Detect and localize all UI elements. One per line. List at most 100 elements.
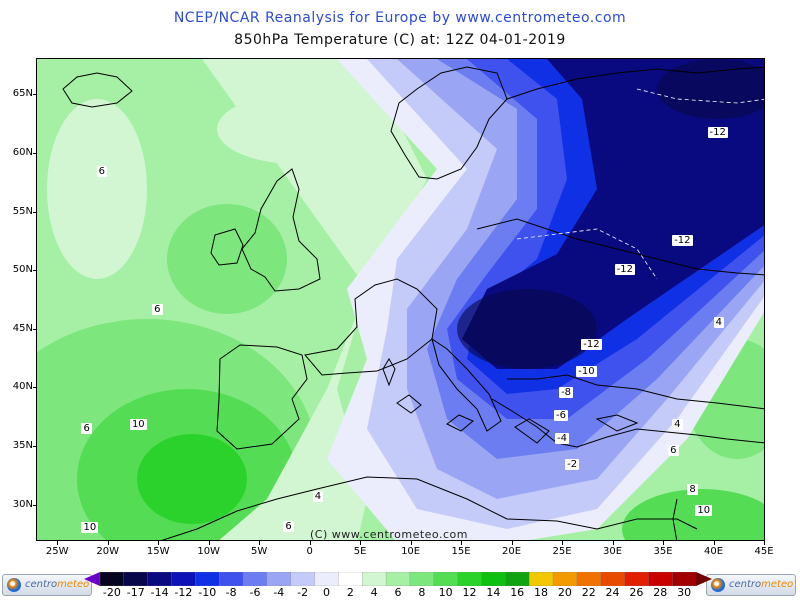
- contour-value-label: 8: [687, 483, 698, 495]
- contour-value-label: -10: [576, 366, 597, 378]
- longitude-label: 5E: [353, 546, 367, 557]
- latitude-tick: [33, 387, 37, 389]
- contour-value-label: 6: [96, 165, 107, 177]
- contour-value-label: 10: [129, 419, 147, 431]
- colorbar-label: 2: [346, 586, 354, 599]
- longitude-label: 40E: [703, 546, 724, 557]
- colorbar-label: 28: [653, 586, 668, 599]
- contour-value-label: -6: [554, 409, 569, 421]
- dashed-contours: [516, 88, 764, 280]
- centrometeo-logo-left[interactable]: centrometeo: [2, 574, 92, 596]
- latitude-label: 45N: [12, 322, 33, 334]
- contour-value-label: 4: [713, 316, 724, 328]
- longitude-tick: [511, 541, 513, 545]
- latitude-label: 55N: [12, 205, 33, 217]
- temperature-colorbar: [84, 572, 712, 586]
- latitude-label: 40N: [12, 381, 33, 393]
- latitude-tick: [33, 94, 37, 96]
- cold-region: [327, 59, 764, 540]
- longitude-tick: [208, 541, 210, 545]
- colorbar-label: 16: [510, 586, 525, 599]
- latitude-tick: [33, 328, 37, 330]
- land-coastlines: [62, 66, 764, 540]
- longitude-label: 25W: [45, 546, 69, 557]
- contour-value-label: -4: [555, 433, 570, 445]
- colorbar-label: 24: [605, 586, 620, 599]
- colorbar-label: -17: [126, 586, 145, 599]
- colorbar-label: -20: [102, 586, 121, 599]
- latitude-label: 60N: [12, 146, 33, 158]
- colorbar-low-arrow: [84, 572, 100, 586]
- colorbar-label: 20: [557, 586, 572, 599]
- logo-swirl-icon: [711, 578, 725, 592]
- longitude-label: 25E: [552, 546, 572, 557]
- contour-value-label: 4: [312, 490, 324, 502]
- colorbar-label: 18: [534, 586, 549, 599]
- longitude-tick: [158, 541, 160, 545]
- colorbar-label: -6: [249, 586, 261, 599]
- contour-value-label: -12: [581, 339, 602, 351]
- longitude-tick: [57, 541, 59, 545]
- colorbar-swatch: [99, 572, 125, 586]
- colorbar-swatch: [147, 572, 173, 586]
- contour-value-label: 6: [668, 444, 679, 456]
- colorbar-swatch: [171, 572, 197, 586]
- logo-text-accent: meteo: [761, 579, 794, 590]
- colorbar-label: 22: [581, 586, 596, 599]
- colorbar-swatch: [338, 572, 363, 586]
- colorbar-label: 4: [370, 586, 378, 599]
- copyright-text: (C) www.centrometeo.com: [310, 528, 468, 541]
- latitude-label: 35N: [12, 440, 33, 452]
- contour-value-label: 10: [81, 522, 99, 534]
- colorbar-swatch: [457, 572, 483, 586]
- contour-value-label: -12: [614, 264, 635, 276]
- temperature-map: [36, 58, 765, 541]
- contour-value-label: 10: [695, 504, 713, 516]
- centrometeo-logo-right[interactable]: centrometeo: [706, 574, 796, 596]
- longitude-label: 30E: [603, 546, 623, 557]
- longitude-label: 45E: [754, 546, 774, 557]
- longitude-tick: [713, 541, 715, 545]
- logo-swirl-icon: [7, 578, 21, 592]
- longitude-tick: [663, 541, 665, 545]
- colorbar-swatch: [290, 572, 316, 586]
- colorbar-swatch: [123, 572, 149, 586]
- colorbar-swatch: [528, 572, 554, 586]
- colorbar-high-arrow: [696, 572, 712, 586]
- longitude-tick: [461, 541, 463, 545]
- logo-text: centro: [729, 579, 762, 590]
- longitude-label: 10E: [401, 546, 421, 557]
- mild-region: [47, 59, 427, 540]
- longitude-tick: [259, 541, 261, 545]
- colorbar-label: 12: [462, 586, 477, 599]
- colorbar-swatch: [624, 572, 649, 586]
- colorbar-label: 10: [438, 586, 453, 599]
- contour-value-label: -2: [565, 458, 580, 470]
- longitude-label: 15W: [146, 546, 170, 557]
- colorbar-swatch: [481, 572, 506, 586]
- colorbar-swatch: [362, 572, 387, 586]
- longitude-tick: [360, 541, 362, 545]
- latitude-tick: [33, 152, 37, 154]
- longitude-label: 15E: [451, 546, 471, 557]
- longitude-label: 20W: [96, 546, 119, 557]
- colorbar-swatch: [505, 572, 530, 586]
- map-title: NCEP/NCAR Reanalysis for Europe by www.c…: [173, 10, 627, 26]
- colorbar-swatch: [314, 572, 340, 586]
- colorbar-label: 0: [322, 586, 330, 599]
- colorbar-swatch: [576, 572, 602, 586]
- colorbar-swatch: [385, 572, 411, 586]
- colorbar-swatch: [672, 572, 697, 586]
- colorbar-label: 6: [394, 586, 402, 599]
- latitude-tick: [33, 504, 37, 506]
- colorbar-swatch: [195, 572, 220, 586]
- longitude-tick: [107, 541, 109, 545]
- contour-value-label: 4: [672, 419, 683, 431]
- longitude-tick: [410, 541, 412, 545]
- contour-value-label: 6: [81, 422, 92, 434]
- colorbar-label: -12: [174, 586, 193, 599]
- contour-value-label: -12: [707, 126, 728, 138]
- colorbar-label: -14: [150, 586, 169, 599]
- colorbar-swatch: [552, 572, 578, 586]
- map-subtitle: 850hPa Temperature (C) at: 12Z 04-01-201…: [234, 32, 566, 48]
